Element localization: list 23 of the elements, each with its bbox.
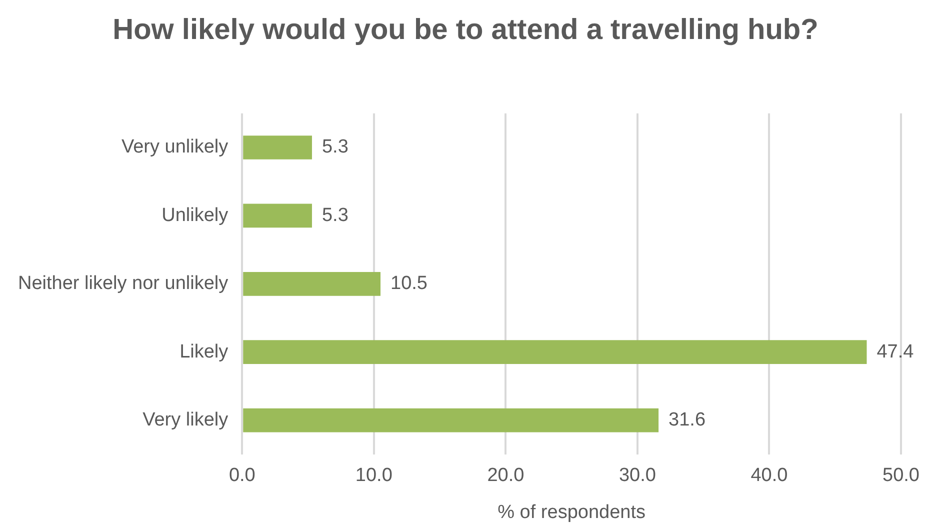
x-tick-label: 0.0 — [228, 465, 256, 486]
y-tick-label: Neither likely nor unlikely — [18, 273, 229, 294]
bar — [243, 340, 867, 364]
data-label: 10.5 — [390, 273, 428, 294]
y-tick-label: Likely — [180, 341, 229, 362]
y-tick-label: Very likely — [142, 410, 229, 431]
x-tick-label: 40.0 — [750, 465, 788, 486]
bar — [243, 408, 659, 432]
x-tick-label: 50.0 — [882, 465, 920, 486]
y-tick-label: Very unlikely — [121, 136, 229, 158]
x-tick-label: 10.0 — [355, 465, 392, 486]
chart-title: How likely would you be to attend a travelling hub? — [112, 13, 820, 48]
data-label: 5.3 — [322, 136, 348, 158]
data-label: 5.3 — [322, 204, 348, 226]
x-tick-label: 20.0 — [487, 465, 524, 486]
y-tick-label: Unlikely — [162, 204, 229, 226]
bar — [243, 204, 312, 228]
x-axis-title: % of respondents — [498, 502, 646, 523]
x-tick-label: 30.0 — [618, 465, 656, 486]
bar — [243, 272, 380, 296]
bar — [243, 136, 312, 160]
data-label: 31.6 — [668, 410, 706, 431]
data-label: 47.4 — [876, 341, 914, 362]
